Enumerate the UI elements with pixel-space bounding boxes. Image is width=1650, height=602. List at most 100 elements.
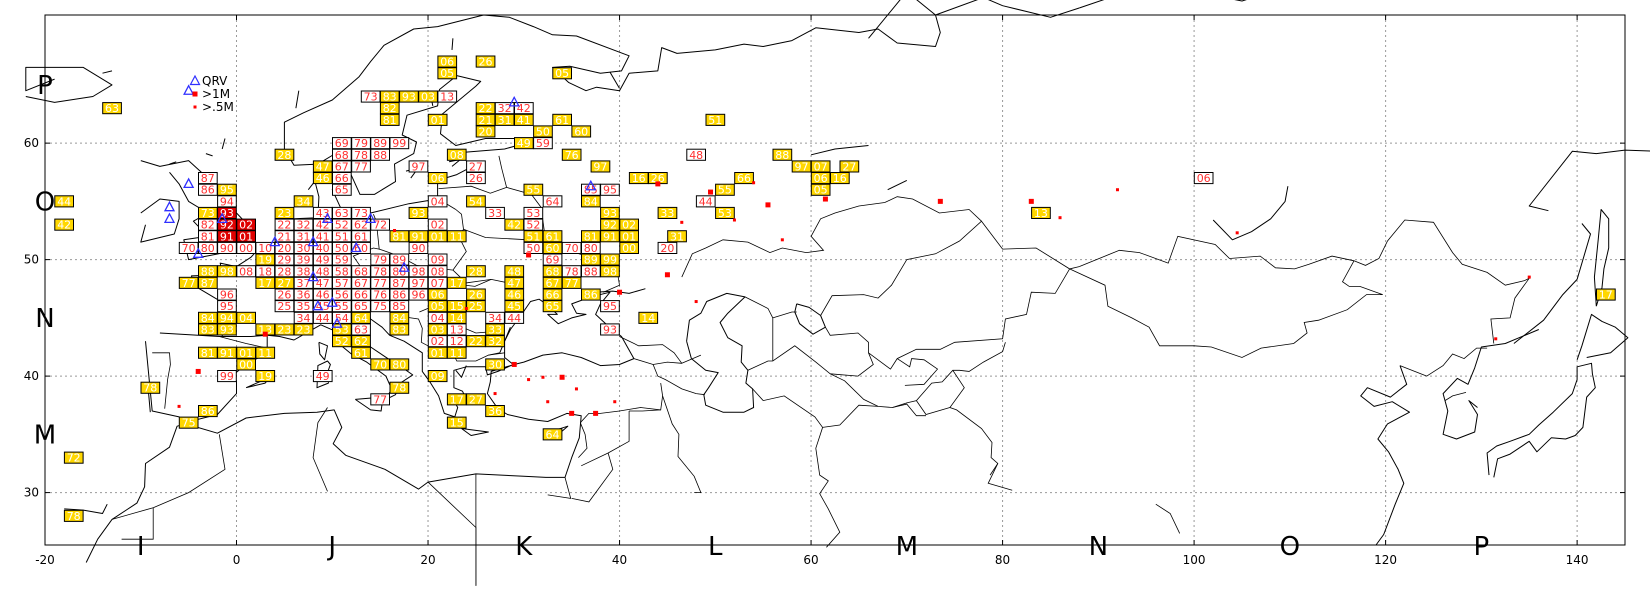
grid-square-cell: 85 <box>389 300 410 313</box>
grid-square-label: 00 <box>239 242 253 255</box>
grid-square-cell: 13 <box>437 90 458 104</box>
grid-square-cell: 66 <box>734 172 754 185</box>
grid-square-cell: 66 <box>332 172 352 185</box>
grid-square-cell: 23 <box>274 206 295 220</box>
qrv-triangle-7 <box>364 212 377 223</box>
grid-square-box <box>389 358 410 371</box>
grid-square-cell: 42 <box>504 218 525 232</box>
grid-square-label: 77 <box>373 393 387 406</box>
grid-square-label: 63 <box>105 102 119 115</box>
grid-square-label: 59 <box>335 254 349 267</box>
grid-square-label: 33 <box>660 207 674 220</box>
grid-square-cell: 09 <box>427 253 448 267</box>
grid-square-label: 85 <box>392 300 406 313</box>
grid-square-box <box>54 218 74 231</box>
grid-square-box <box>351 241 371 254</box>
grid-square-label: 15 <box>450 417 464 430</box>
field-labels: I J K L M N O P P O N M <box>34 71 1489 562</box>
grid-square-box <box>1031 206 1051 219</box>
coastline-16 <box>1576 313 1629 360</box>
grid-square-label: 29 <box>277 254 291 267</box>
grid-square-cell: 07 <box>810 160 831 173</box>
grid-square-cell: 06 <box>427 172 448 185</box>
border-32 <box>121 507 154 540</box>
coastline-37 <box>102 70 113 74</box>
grid-square-box <box>533 137 553 150</box>
grid-square-label: 44 <box>699 195 713 208</box>
grid-square-cell: 93 <box>600 206 620 220</box>
grid-square-label: 49 <box>316 370 330 383</box>
grid-square-label: 73 <box>201 207 215 220</box>
grid-square-cell: 97 <box>791 160 812 173</box>
grid-square-label: 88 <box>775 149 789 162</box>
grid-square-box <box>523 183 544 196</box>
grid-square-label: 42 <box>57 219 71 232</box>
grid-square-label: 64 <box>546 428 560 441</box>
grid-square-cell: 77 <box>370 393 390 406</box>
grid-square-label: 78 <box>373 265 387 278</box>
spot-1m-13 <box>526 252 532 258</box>
grid-square-label: 78 <box>565 265 579 278</box>
grid-square-label: 06 <box>440 56 454 69</box>
border-47 <box>1079 219 1530 344</box>
grid-square-cell: 44 <box>54 195 74 208</box>
grid-square-label: 50 <box>536 126 550 139</box>
grid-square-label: 61 <box>354 347 368 360</box>
grid-square-label: 91 <box>220 347 234 360</box>
grid-square-label: 64 <box>546 195 560 208</box>
grid-square-label: 56 <box>335 289 349 302</box>
grid-square-cell: 77 <box>351 160 371 173</box>
grid-square-label: 98 <box>603 265 617 278</box>
grid-square-box <box>293 195 314 208</box>
grid-square-label: 11 <box>450 230 464 243</box>
map-legend: QRV>1M>.5M <box>189 74 234 114</box>
grid-square-label: 73 <box>364 91 378 104</box>
coastline-19 <box>1576 223 1591 280</box>
coastline-34 <box>64 503 108 514</box>
grid-square-label: 81 <box>584 230 598 243</box>
grid-square-label: 20 <box>660 242 674 255</box>
grid-square-label: 50 <box>526 242 540 255</box>
grid-square-label: 39 <box>297 254 311 267</box>
grid-square-cell: 57 <box>332 276 352 290</box>
grid-square-label: 60 <box>574 126 588 139</box>
grid-square-box <box>552 67 572 80</box>
grid-square-box <box>504 300 525 313</box>
grid-square-box <box>446 148 467 161</box>
grid-square-label: 63 <box>335 207 349 220</box>
grid-square-cell: 82 <box>379 102 400 115</box>
grid-square-box <box>830 172 850 185</box>
grid-square-cell: 83 <box>389 323 410 337</box>
spot-05m-14 <box>493 392 497 396</box>
x-tick-label: -20 <box>35 553 55 567</box>
grid-square-label: 69 <box>546 254 560 267</box>
spot-1m-14 <box>262 331 268 337</box>
grid-square-box <box>600 253 620 266</box>
grid-square-box <box>466 160 486 173</box>
grid-square-box <box>217 183 237 196</box>
grid-square-label: 98 <box>412 265 426 278</box>
grid-square-label: 41 <box>316 230 330 243</box>
grid-square-cell: 63 <box>102 102 122 115</box>
grid-square-label: 81 <box>201 347 215 360</box>
grid-square-label: 86 <box>201 405 215 418</box>
grid-square-box <box>466 195 486 208</box>
grid-square-box <box>255 370 276 383</box>
grid-square-label: 55 <box>335 300 349 313</box>
grid-square-label: 35 <box>297 300 311 313</box>
grid-square-box <box>542 428 563 441</box>
grid-square-cell: 33 <box>657 206 678 220</box>
grid-square-box <box>1596 288 1616 301</box>
grid-square-cell: 01 <box>427 230 448 243</box>
grid-square-label: 86 <box>392 289 406 302</box>
grid-square-box <box>389 137 410 150</box>
grid-square-cell: 08 <box>236 265 257 278</box>
grid-square-box <box>514 113 534 126</box>
x-tick-label: 120 <box>1374 553 1397 567</box>
grid-square-cell: 90 <box>408 241 429 255</box>
grid-square-label: 23 <box>297 324 311 337</box>
qrv-triangle-9 <box>269 235 281 247</box>
grid-square-cell: 17 <box>255 276 276 290</box>
spot-05m-0 <box>680 220 684 224</box>
